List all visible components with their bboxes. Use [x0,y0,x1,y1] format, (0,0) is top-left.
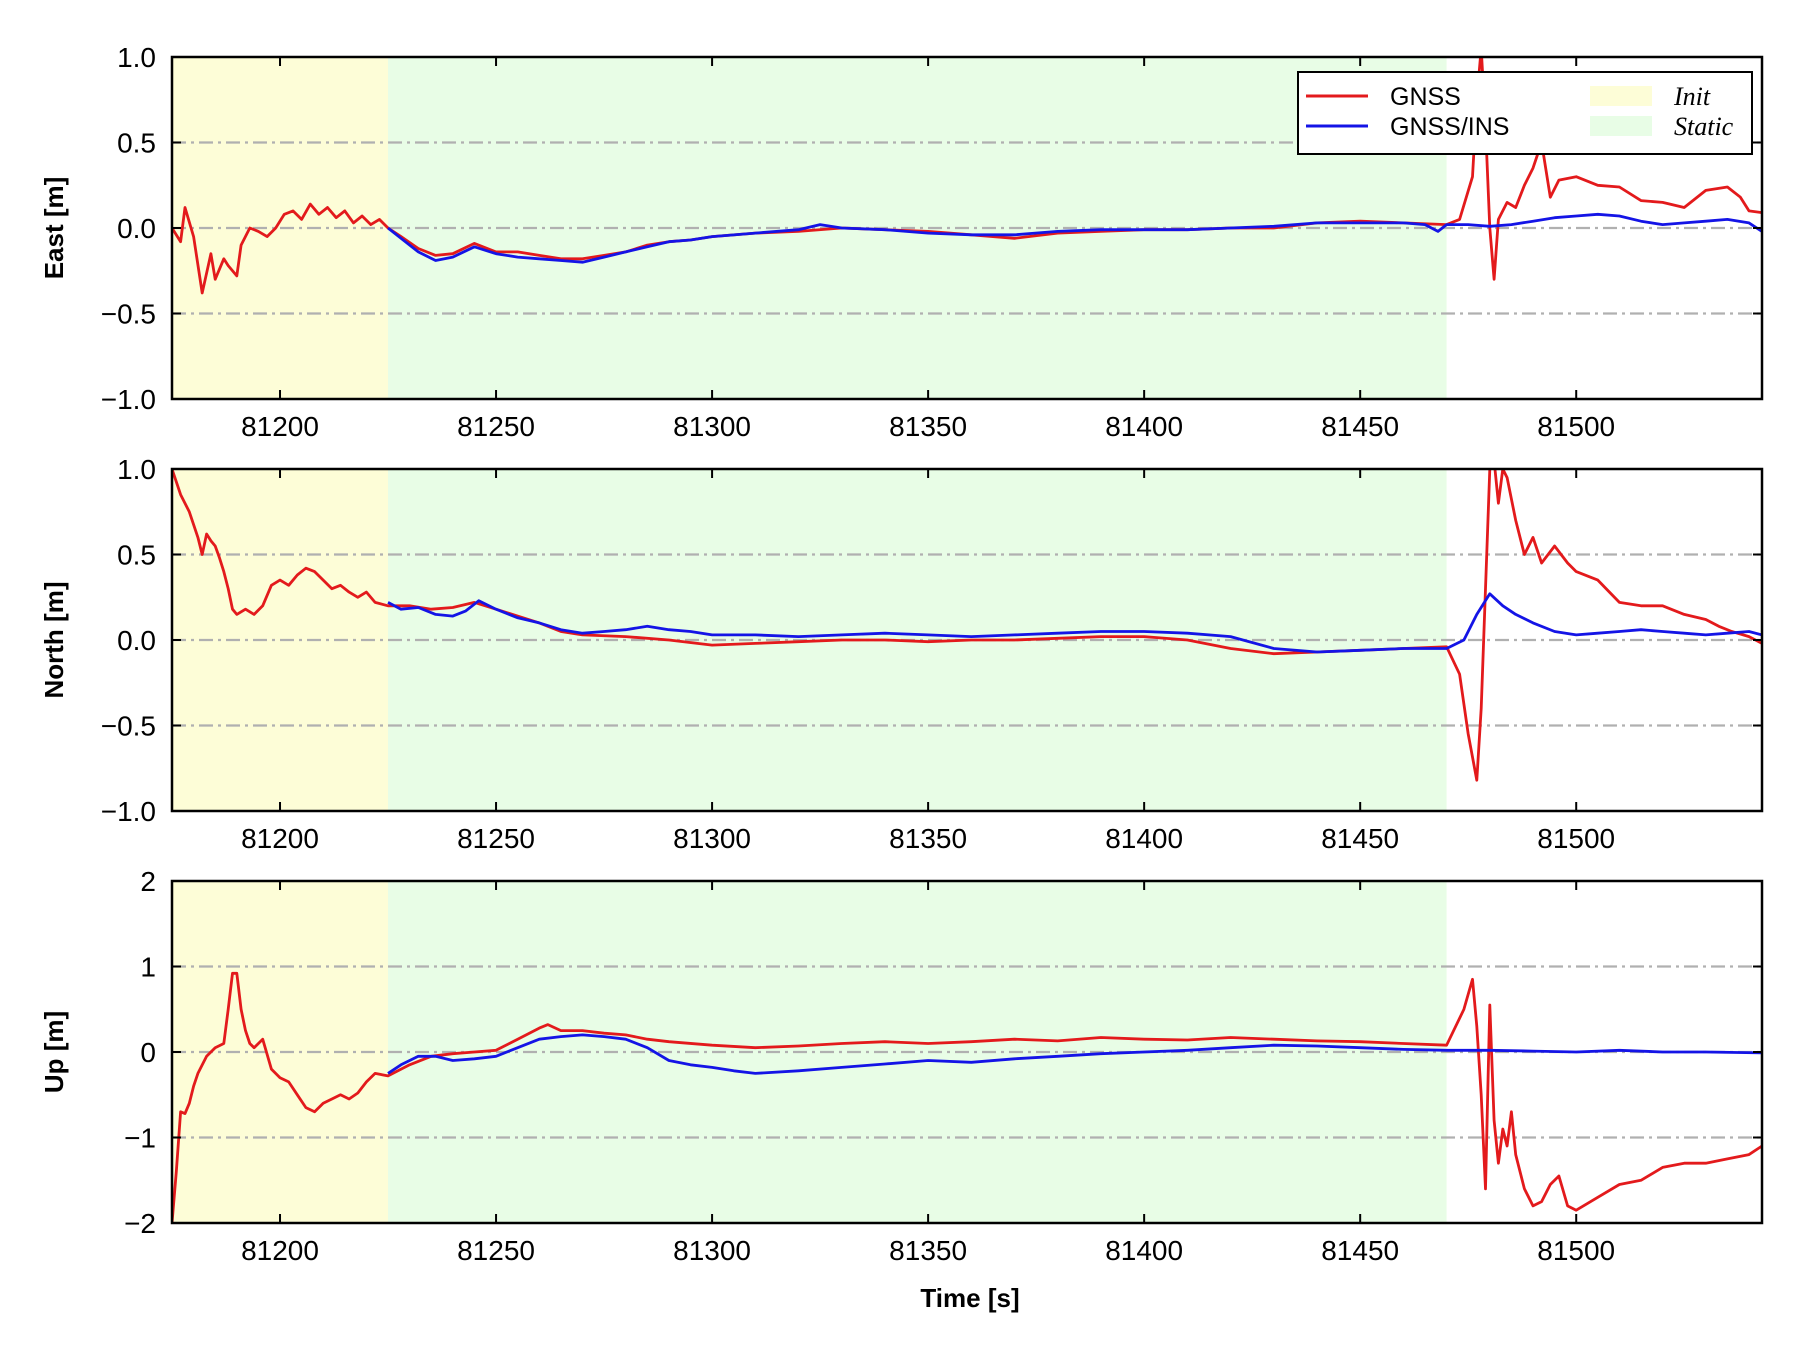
y-tick-label: −2 [124,1208,156,1239]
x-tick-label: 81300 [673,411,751,442]
x-tick-label: 81250 [457,1235,535,1266]
panel-1: 1.0 0.5 0.0 −0.5 −1.0 81200 81250 81300 81350 814… [39,42,1764,442]
x-tick-label: 81350 [889,411,967,442]
y-tick-label: 0 [140,1037,156,1068]
x-tick-label: 81450 [1321,823,1399,854]
x-tick-label: 81200 [241,1235,319,1266]
x-tick-label: 81300 [673,823,751,854]
y-tick-label: 2 [140,866,156,897]
y-tick-label: 0.0 [117,625,156,656]
panels: 1.0 0.5 0.0 −0.5 −1.0 81200 81250 81300 81350 814… [39,42,1764,1266]
x-tick-label: 81500 [1537,411,1615,442]
y-tick-label: 0.5 [117,540,156,571]
x-tick-label: 81400 [1105,823,1183,854]
y-tick-label: −1.0 [101,796,156,827]
x-tick-label: 81350 [889,823,967,854]
panel-3: 2 1 0 −1 −2 81200 81250 81300 81350 81400 81450 815… [39,866,1764,1266]
y-axis-label: East [m] [39,177,69,280]
y-tick-label: −1.0 [101,384,156,415]
legend-patch-2 [1590,116,1652,136]
y-tick-label: 1.0 [117,454,156,485]
x-tick-label: 81300 [673,1235,751,1266]
y-tick-label: 0.5 [117,128,156,159]
x-tick-label: 81250 [457,411,535,442]
series-gnss-ins [387,592,1762,654]
legend-label: Init [1673,82,1711,111]
x-tick-label: 81200 [241,823,319,854]
y-tick-label: 0.0 [117,213,156,244]
x-tick-label: 81500 [1537,823,1615,854]
x-tick-label: 81200 [241,411,319,442]
legend-label: GNSS [1390,83,1461,111]
panel-2: 1.0 0.5 0.0 −0.5 −1.0 81200 81250 81300 81350 814… [39,454,1764,854]
series-gnss-ins [387,1033,1762,1075]
legend-label: Static [1674,112,1734,141]
x-tick-label: 81400 [1105,1235,1183,1266]
series-gnss-ins [387,212,1762,264]
y-tick-label: 1 [140,952,156,983]
x-tick-label: 81350 [889,1235,967,1266]
y-tick-label: −0.5 [101,299,156,330]
series-gnss [172,971,1762,1223]
region-static [388,881,1447,1223]
y-tick-label: −0.5 [101,711,156,742]
x-tick-label: 81450 [1321,1235,1399,1266]
series-gnss [172,469,1762,782]
legend-box [1297,71,1753,155]
x-tick-label: 81400 [1105,411,1183,442]
y-tick-label: 1.0 [117,42,156,73]
x-tick-label: 81500 [1537,1235,1615,1266]
y-axis-label: Up [m] [39,1011,69,1093]
legend-patch-1 [1590,86,1652,106]
x-tick-label: 81250 [457,823,535,854]
y-axis-label: North [m] [39,582,69,699]
x-axis-label: Time [s] [920,1283,1019,1313]
x-tick-label: 81450 [1321,411,1399,442]
legend-label: GNSS/INS [1390,113,1509,141]
y-tick-label: −1 [124,1123,156,1154]
